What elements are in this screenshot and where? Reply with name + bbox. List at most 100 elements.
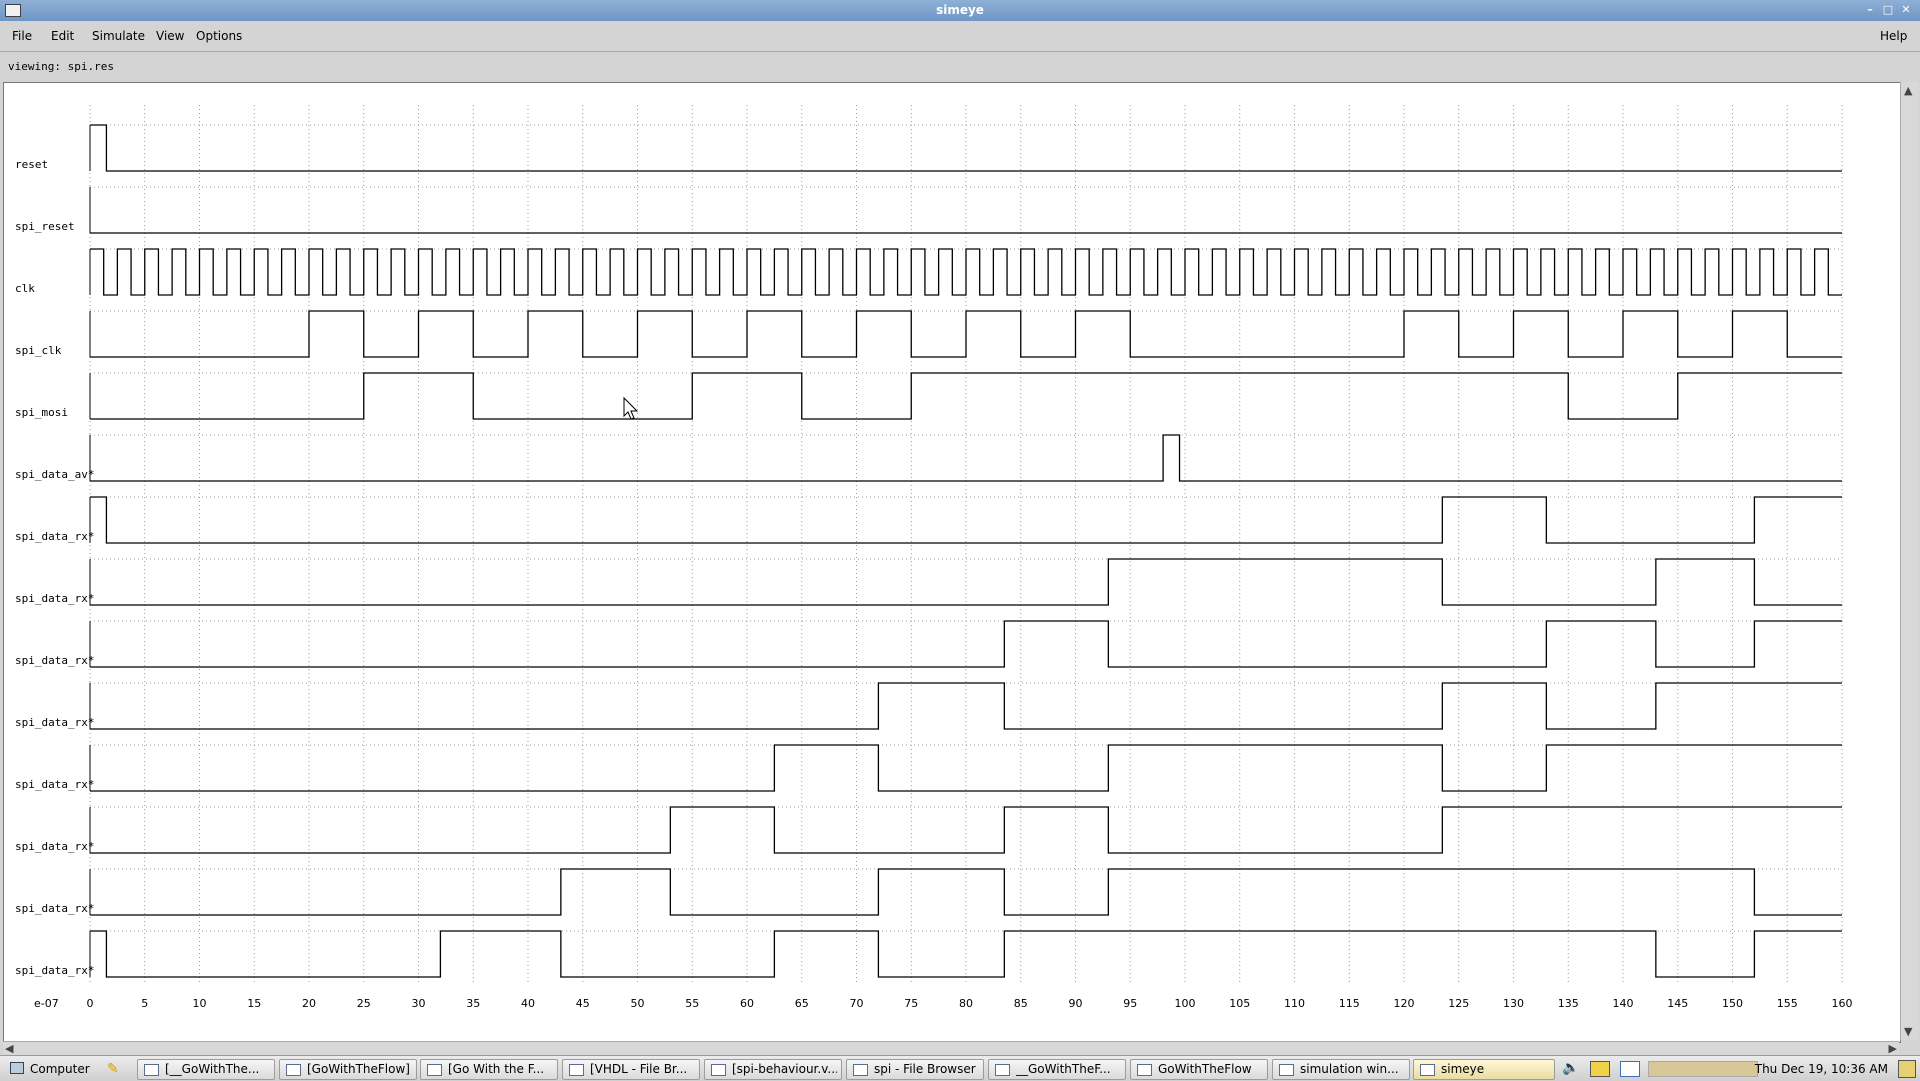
axis-tick-label: 10 [193, 997, 207, 1010]
signal-label[interactable]: spi_clk [15, 344, 62, 357]
signal-row: spi_data_rx* [15, 744, 1842, 792]
signal-waveform [90, 124, 1842, 172]
signal-waveform [90, 620, 1842, 668]
window-title: simeye [936, 3, 984, 17]
taskbar-window-button[interactable]: [__GoWithThe... [137, 1059, 275, 1080]
notes-launcher[interactable]: ✎ [104, 1059, 126, 1078]
signal-row: spi_data_av* [15, 434, 1842, 482]
axis-tick-label: 45 [576, 997, 590, 1010]
axis-tick-label: 90 [1069, 997, 1083, 1010]
signal-label[interactable]: spi_data_rx* [15, 902, 94, 915]
menu-bar: File Edit Simulate View Options Help [0, 21, 1920, 52]
menu-help[interactable]: Help [1880, 29, 1908, 43]
axis-tick-label: 155 [1777, 997, 1798, 1010]
taskbar-window-button[interactable]: GoWithTheFlow [1130, 1059, 1268, 1080]
signal-row: reset [15, 124, 1842, 172]
axis-tick-label: 160 [1832, 997, 1853, 1010]
taskbar: Computer ✎ [__GoWithThe... [GoWithTheFlow… [0, 1055, 1920, 1081]
signal-label[interactable]: spi_data_rx* [15, 592, 94, 605]
axis-tick-label: 20 [302, 997, 316, 1010]
taskbar-window-button[interactable]: [Go With the F... [420, 1059, 558, 1080]
scroll-up-icon[interactable]: ▲ [1904, 84, 1913, 97]
axis-tick-label: 5 [141, 997, 148, 1010]
workspace-1[interactable] [1590, 1061, 1610, 1077]
menu-file[interactable]: File [12, 29, 33, 43]
window-menu-icon[interactable] [5, 4, 21, 17]
axis-tick-label: 105 [1229, 997, 1250, 1010]
signal-label[interactable]: spi_data_rx* [15, 716, 94, 729]
taskbar-window-label: simulation win... [1300, 1062, 1399, 1076]
window-icon [853, 1064, 868, 1076]
taskbar-window-button[interactable]: __GoWithTheF... [988, 1059, 1126, 1080]
scroll-left-icon[interactable]: ◀ [5, 1042, 14, 1055]
signal-label[interactable]: spi_data_rx* [15, 964, 94, 977]
window-icon [1137, 1064, 1152, 1076]
signal-label[interactable]: spi_data_rx* [15, 530, 94, 543]
signal-row: spi_data_rx* [15, 682, 1842, 730]
signal-label[interactable]: spi_data_rx* [15, 778, 94, 791]
vertical-scrollbar[interactable]: ▲ ▼ [1900, 82, 1919, 1040]
volume-icon[interactable]: 🔈 [1562, 1060, 1580, 1076]
axis-unit-label: e-07 [34, 997, 59, 1010]
axis-tick-label: 55 [685, 997, 699, 1010]
signal-row: spi_reset [15, 186, 1842, 234]
taskbar-window-label: [__GoWithThe... [165, 1062, 260, 1076]
signal-waveform [90, 806, 1842, 854]
taskbar-window-button[interactable]: [GoWithTheFlow] [279, 1059, 417, 1080]
signal-label[interactable]: reset [15, 158, 48, 171]
computer-menu[interactable]: Computer [8, 1059, 98, 1078]
axis-tick-label: 120 [1394, 997, 1415, 1010]
signal-row: spi_clk [15, 310, 1842, 358]
taskbar-window-button[interactable]: [VHDL - File Br... [562, 1059, 700, 1080]
axis-tick-label: 95 [1123, 997, 1137, 1010]
horizontal-scrollbar[interactable]: ◀ ▶ [3, 1041, 1899, 1056]
axis-tick-label: 110 [1284, 997, 1305, 1010]
window-icon [995, 1064, 1010, 1076]
signal-label[interactable]: spi_data_rx* [15, 840, 94, 853]
scroll-down-icon[interactable]: ▼ [1904, 1025, 1913, 1038]
signal-label[interactable]: spi_data_av* [15, 468, 94, 481]
axis-tick-label: 70 [850, 997, 864, 1010]
signal-row: spi_data_rx* [15, 930, 1842, 978]
taskbar-window-label: GoWithTheFlow [1158, 1062, 1252, 1076]
window-icon [144, 1064, 159, 1076]
workspace-pager[interactable] [1648, 1061, 1758, 1077]
signal-row: spi_mosi [15, 372, 1842, 420]
title-bar: simeye – □ ✕ [0, 0, 1920, 21]
menu-options[interactable]: Options [196, 29, 243, 43]
maximize-icon[interactable]: □ [1882, 3, 1894, 16]
signal-label[interactable]: spi_reset [15, 220, 75, 233]
signal-waveform [90, 496, 1842, 544]
close-icon[interactable]: ✕ [1901, 3, 1911, 16]
signal-label[interactable]: spi_data_rx* [15, 654, 94, 667]
axis-tick-label: 75 [904, 997, 918, 1010]
minimize-icon[interactable]: – [1867, 3, 1873, 16]
axis-tick-label: 0 [87, 997, 94, 1010]
taskbar-window-button[interactable]: spi - File Browser [846, 1059, 984, 1080]
signal-label[interactable]: clk [15, 282, 35, 295]
taskbar-window-button[interactable]: [spi-behaviour.v... [704, 1059, 842, 1080]
axis-tick-label: 85 [1014, 997, 1028, 1010]
axis-tick-label: 30 [412, 997, 426, 1010]
time-axis: e-07 0 5 10 15 20 25 30 35 40 45 50 55 60 65 70 75 80 85 90… [34, 997, 1853, 1010]
taskbar-window-button[interactable]: simeye [1413, 1059, 1555, 1080]
menu-edit[interactable]: Edit [51, 29, 75, 43]
taskbar-window-label: [spi-behaviour.v... [732, 1062, 837, 1076]
taskbar-window-label: simeye [1441, 1062, 1485, 1076]
mouse-pointer-icon [623, 396, 639, 420]
axis-tick-label: 145 [1667, 997, 1688, 1010]
window-icon [1279, 1064, 1294, 1076]
signal-waveform [90, 930, 1842, 978]
signal-waveform [90, 868, 1842, 916]
show-desktop-icon[interactable] [1898, 1060, 1916, 1078]
computer-icon [10, 1062, 24, 1074]
axis-tick-label: 140 [1613, 997, 1634, 1010]
taskbar-window-button[interactable]: simulation win... [1272, 1059, 1410, 1080]
signal-label[interactable]: spi_mosi [15, 406, 68, 419]
menu-view[interactable]: View [156, 29, 185, 43]
menu-simulate[interactable]: Simulate [92, 29, 146, 43]
scroll-right-icon[interactable]: ▶ [1888, 1042, 1897, 1055]
workspace-2[interactable] [1620, 1061, 1640, 1077]
